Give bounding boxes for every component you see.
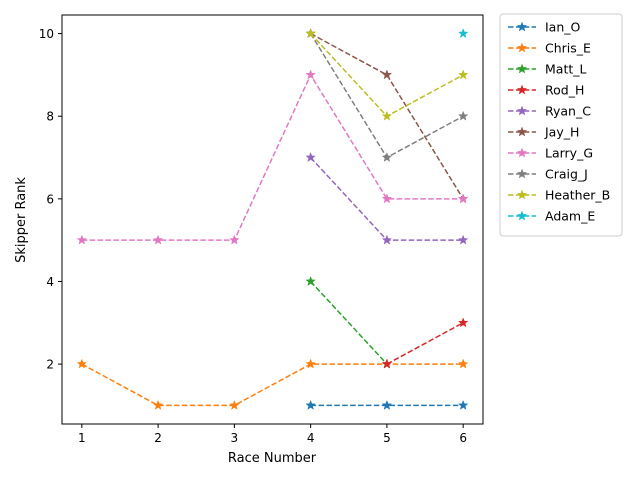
- series-line: [310, 32, 464, 200]
- series-line: [386, 322, 464, 365]
- x-tick-label: 1: [78, 431, 86, 445]
- legend-item: Matt_L: [508, 62, 586, 77]
- legend-item: Chris_E: [508, 41, 591, 56]
- series-Matt_L: [305, 275, 393, 369]
- legend-label: Ian_O: [545, 20, 581, 35]
- legend-label: Jay_H: [544, 125, 579, 140]
- data-point: [305, 152, 316, 162]
- y-tick-label: 4: [46, 275, 54, 289]
- data-point: [305, 69, 316, 80]
- data-point: [457, 234, 469, 245]
- series-line: [309, 33, 464, 159]
- legend-label: Rod_H: [545, 83, 584, 98]
- legend-label: Craig_J: [545, 167, 588, 182]
- data-point: [305, 275, 316, 286]
- legend-marker: [516, 105, 528, 116]
- data-point: [305, 399, 316, 410]
- x-tick-label: 3: [231, 431, 239, 445]
- x-tick-label: 2: [154, 431, 162, 445]
- y-tick-label: 2: [46, 358, 54, 372]
- series-Chris_E: [76, 358, 469, 410]
- legend-marker: [516, 168, 528, 179]
- legend-marker: [516, 42, 528, 53]
- data-point: [229, 399, 240, 410]
- legend-marker: [516, 126, 528, 137]
- data-point: [457, 193, 469, 204]
- data-point: [457, 110, 469, 121]
- legend-label: Heather_B: [545, 188, 610, 203]
- data-point: [457, 28, 469, 39]
- series-Craig_J: [305, 28, 469, 162]
- data-point: [305, 358, 316, 369]
- data-point: [152, 234, 164, 245]
- y-tick-label: 8: [46, 110, 54, 124]
- axes-frame: [61, 14, 484, 425]
- legend-marker: [516, 21, 528, 32]
- legend-marker: [516, 189, 528, 200]
- legend-item: Jay_H: [508, 125, 579, 140]
- data-point: [381, 193, 393, 204]
- data-point: [381, 399, 393, 410]
- data-point: [381, 110, 393, 121]
- data-point: [76, 358, 88, 369]
- legend-item: Rod_H: [508, 83, 584, 98]
- data-point: [229, 234, 240, 245]
- legend-item: Ryan_C: [508, 104, 591, 119]
- legend-marker: [516, 63, 528, 74]
- data-point: [305, 28, 316, 39]
- series-line: [81, 73, 464, 241]
- legend-item: Ian_O: [508, 20, 581, 35]
- y-axis-label: Skipper Rank: [14, 177, 29, 263]
- legend-label: Ryan_C: [545, 104, 591, 119]
- data-point: [381, 358, 393, 369]
- series-Rod_H: [381, 317, 469, 369]
- legend-label: Larry_G: [545, 146, 593, 161]
- data-point: [152, 399, 164, 410]
- legend-item: Larry_G: [508, 146, 593, 161]
- x-tick-label: 6: [459, 431, 467, 445]
- series-Adam_E: [457, 28, 469, 39]
- data-point: [76, 234, 88, 245]
- x-ticks: 1 2 3 4 5 6: [78, 424, 467, 445]
- x-axis-label: Race Number: [228, 451, 317, 466]
- legend-item: Heather_B: [508, 188, 610, 203]
- data-point: [457, 358, 469, 369]
- data-point: [381, 69, 393, 80]
- y-tick-label: 10: [39, 27, 54, 41]
- legend-label: Adam_E: [545, 209, 595, 224]
- y-tick-label: 6: [46, 192, 54, 206]
- data-point: [381, 234, 393, 245]
- plot-layer: [76, 28, 469, 410]
- series-Ian_O: [305, 399, 469, 410]
- series-Larry_G: [76, 69, 469, 245]
- x-tick-label: 4: [307, 431, 315, 445]
- legend: Ian_O Chris_E Matt_L Rod_H Ryan_C Jay_H Larry_…: [499, 13, 623, 237]
- data-point: [457, 317, 469, 328]
- legend-marker: [516, 210, 528, 221]
- series-Heather_B: [305, 28, 469, 121]
- data-point: [457, 69, 469, 80]
- legend-frame: [499, 13, 623, 237]
- legend-label: Chris_E: [545, 41, 591, 56]
- data-point: [381, 152, 393, 162]
- legend-item: Craig_J: [508, 167, 588, 182]
- series-line: [81, 363, 464, 407]
- series-line: [310, 280, 388, 365]
- legend-item: Adam_E: [508, 209, 595, 224]
- legend-marker: [516, 84, 528, 95]
- x-tick-label: 5: [383, 431, 391, 445]
- y-ticks: 2 4 6 8 10: [39, 27, 62, 372]
- legend-marker: [516, 147, 528, 158]
- series-Ryan_C: [305, 152, 469, 245]
- legend-label: Matt_L: [545, 62, 586, 77]
- data-point: [457, 399, 469, 410]
